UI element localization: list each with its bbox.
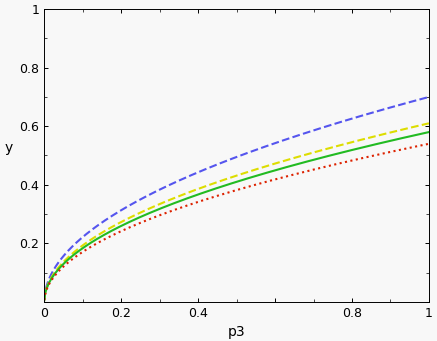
Y-axis label: y: y — [4, 142, 12, 155]
X-axis label: p3: p3 — [228, 325, 246, 339]
